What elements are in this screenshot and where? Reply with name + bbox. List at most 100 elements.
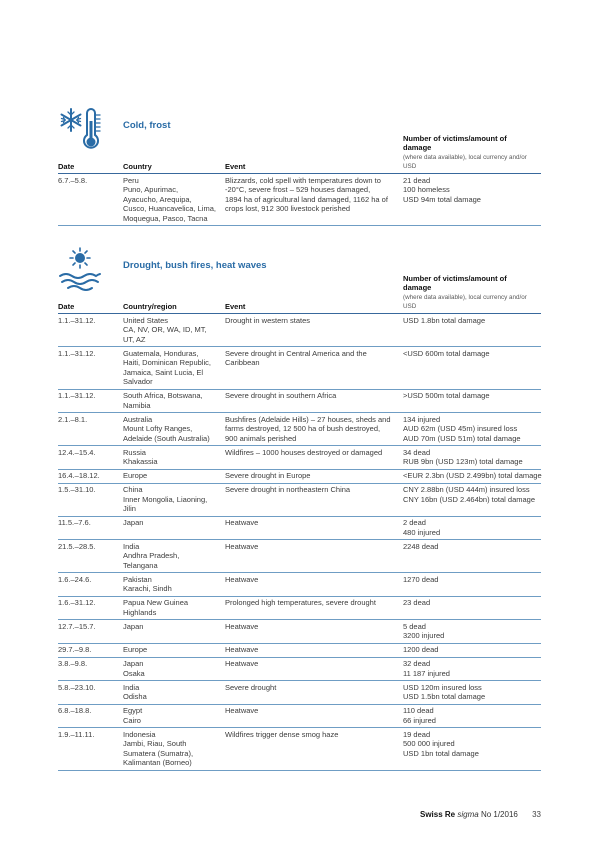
date-cell: 6.7.–5.8. — [58, 173, 123, 226]
date-cell: 2.1.–8.1. — [58, 412, 123, 446]
event-cell: Severe drought in Central America and th… — [225, 346, 403, 390]
country-cell: Egypt Cairo — [123, 704, 225, 728]
header-row: Date Country/region Event Number of vict… — [58, 274, 541, 314]
table-row: 11.5.–7.6. Japan Heatwave 2 dead 480 inj… — [58, 516, 541, 540]
event-cell: Heatwave — [225, 704, 403, 728]
country-cell: India Andhra Pradesh, Telangana — [123, 539, 225, 573]
event-cell: Heatwave — [225, 539, 403, 573]
section-title: Cold, frost — [123, 120, 171, 131]
country-cell: Europe — [123, 469, 225, 484]
event-cell: Severe drought — [225, 680, 403, 705]
header-row: Date Country Event Number of victims/amo… — [58, 134, 541, 174]
col-header-event: Event — [225, 134, 403, 174]
date-cell: 3.8.–9.8. — [58, 657, 123, 681]
table-row: 3.8.–9.8. Japan Osaka Heatwave 32 dead 1… — [58, 657, 541, 681]
col-header-damage: Number of victims/amount of damage (wher… — [403, 274, 541, 314]
date-cell: 1.1.–31.12. — [58, 313, 123, 347]
date-cell: 11.5.–7.6. — [58, 516, 123, 540]
footer-journal: sigma — [457, 810, 479, 819]
damage-cell: 23 dead — [403, 596, 541, 620]
event-cell: Wildfires – 1000 houses destroyed or dam… — [225, 445, 403, 470]
damage-cell: <USD 600m total damage — [403, 346, 541, 390]
event-cell: Blizzards, cold spell with temperatures … — [225, 173, 403, 226]
col-header-damage: Number of victims/amount of damage (wher… — [403, 134, 541, 174]
country-cell: Guatemala, Honduras, Haiti, Dominican Re… — [123, 346, 225, 390]
table-row: 1.1.–31.12. Guatemala, Honduras, Haiti, … — [58, 346, 541, 390]
date-cell: 21.5.–28.5. — [58, 539, 123, 573]
country-cell: Japan — [123, 619, 225, 644]
table-row: 1.1.–31.12. United States CA, NV, OR, WA… — [58, 313, 541, 347]
damage-cell: 1270 dead — [403, 572, 541, 597]
damage-cell: <EUR 2.3bn (USD 2.499bn) total damage — [403, 469, 542, 484]
col-header-country: Country — [123, 134, 225, 174]
table-row: 5.8.–23.10. India Odisha Severe drought … — [58, 680, 541, 705]
damage-cell: 134 injured AUD 62m (USD 45m) insured lo… — [403, 412, 541, 446]
damage-header-title: Number of victims/amount of damage — [403, 134, 507, 152]
table-row: 1.1.–31.12. South Africa, Botswana, Nami… — [58, 389, 541, 413]
damage-cell: USD 120m insured loss USD 1.5bn total da… — [403, 680, 541, 705]
event-cell: Heatwave — [225, 516, 403, 540]
table-row: 1.6.–24.6. Pakistan Karachi, Sindh Heatw… — [58, 572, 541, 597]
country-cell: India Odisha — [123, 680, 225, 705]
event-cell: Heatwave — [225, 619, 403, 644]
country-cell: South Africa, Botswana, Namibia — [123, 389, 225, 413]
section-cold-frost: Cold, frost Date Country Event Number of… — [58, 0, 541, 226]
table-row: 16.4.–18.12. Europe Severe drought in Eu… — [58, 469, 542, 484]
event-cell: Drought in western states — [225, 313, 403, 347]
event-cell: Severe drought in Europe — [225, 469, 403, 484]
country-cell: Japan — [123, 516, 225, 540]
damage-cell: 2 dead 480 injured — [403, 516, 541, 540]
damage-cell: 32 dead 11 187 injured — [403, 657, 541, 681]
damage-cell: 5 dead 3200 injured — [403, 619, 541, 644]
table-row: 2.1.–8.1. Australia Mount Lofty Ranges, … — [58, 412, 541, 446]
country-cell: Russia Khakassia — [123, 445, 225, 470]
table-row: 6.8.–18.8. Egypt Cairo Heatwave 110 dead… — [58, 704, 541, 728]
table-row: 1.5.–31.10. China Inner Mongolia, Liaoni… — [58, 483, 541, 517]
date-cell: 5.8.–23.10. — [58, 680, 123, 705]
page-number: 33 — [532, 810, 541, 819]
country-cell: Indonesia Jambi, Riau, South Sumatera (S… — [123, 727, 225, 771]
country-cell: Peru Puno, Apurimac, Ayacucho, Arequipa,… — [123, 173, 225, 226]
footer-issue: No 1/2016 — [480, 810, 518, 819]
table-row: 12.7.–15.7. Japan Heatwave 5 dead 3200 i… — [58, 619, 541, 644]
col-header-country-region: Country/region — [123, 274, 225, 314]
damage-cell: 34 dead RUB 9bn (USD 123m) total damage — [403, 445, 541, 470]
section-title: Drought, bush fires, heat waves — [123, 260, 267, 271]
footer-brand: Swiss Re — [419, 810, 456, 819]
table-row: 6.7.–5.8. Peru Puno, Apurimac, Ayacucho,… — [58, 173, 541, 226]
damage-cell: USD 1.8bn total damage — [403, 313, 541, 347]
country-cell: Pakistan Karachi, Sindh — [123, 572, 225, 597]
damage-cell: 110 dead 66 injured — [403, 704, 541, 728]
table-row: 29.7.–9.8. Europe Heatwave 1200 dead — [58, 643, 541, 658]
damage-cell: CNY 2.88bn (USD 444m) insured loss CNY 1… — [403, 483, 541, 517]
event-cell: Wildfires trigger dense smog haze — [225, 727, 403, 771]
date-cell: 16.4.–18.12. — [58, 469, 123, 484]
col-header-event: Event — [225, 274, 403, 314]
date-cell: 1.1.–31.12. — [58, 346, 123, 390]
date-cell: 1.6.–24.6. — [58, 572, 123, 597]
damage-cell: 2248 dead — [403, 539, 541, 573]
country-cell: United States CA, NV, OR, WA, ID, MT, UT… — [123, 313, 225, 347]
date-cell: 1.6.–31.12. — [58, 596, 123, 620]
col-header-date: Date — [58, 134, 123, 174]
table-row: 1.6.–31.12. Papua New Guinea Highlands P… — [58, 596, 541, 620]
event-cell: Severe drought in northeastern China — [225, 483, 403, 517]
date-cell: 1.5.–31.10. — [58, 483, 123, 517]
country-cell: Japan Osaka — [123, 657, 225, 681]
cold-frost-table: Date Country Event Number of victims/amo… — [58, 134, 541, 226]
date-cell: 6.8.–18.8. — [58, 704, 123, 728]
event-cell: Heatwave — [225, 572, 403, 597]
country-cell: Europe — [123, 643, 225, 658]
table-row: 1.9.–11.11. Indonesia Jambi, Riau, South… — [58, 727, 541, 771]
date-cell: 12.4.–15.4. — [58, 445, 123, 470]
sun-cracked-earth-icon — [58, 245, 102, 293]
event-cell: Heatwave — [225, 657, 403, 681]
section-drought-heat: Drought, bush fires, heat waves Date Cou… — [58, 245, 542, 771]
date-cell: 29.7.–9.8. — [58, 643, 123, 658]
event-cell: Heatwave — [225, 643, 403, 658]
damage-cell: 19 dead 500 000 injured USD 1bn total da… — [403, 727, 541, 771]
snowflake-thermometer-icon — [58, 105, 102, 153]
drought-heat-table: Date Country/region Event Number of vict… — [58, 274, 542, 771]
table-row: 21.5.–28.5. India Andhra Pradesh, Telang… — [58, 539, 541, 573]
